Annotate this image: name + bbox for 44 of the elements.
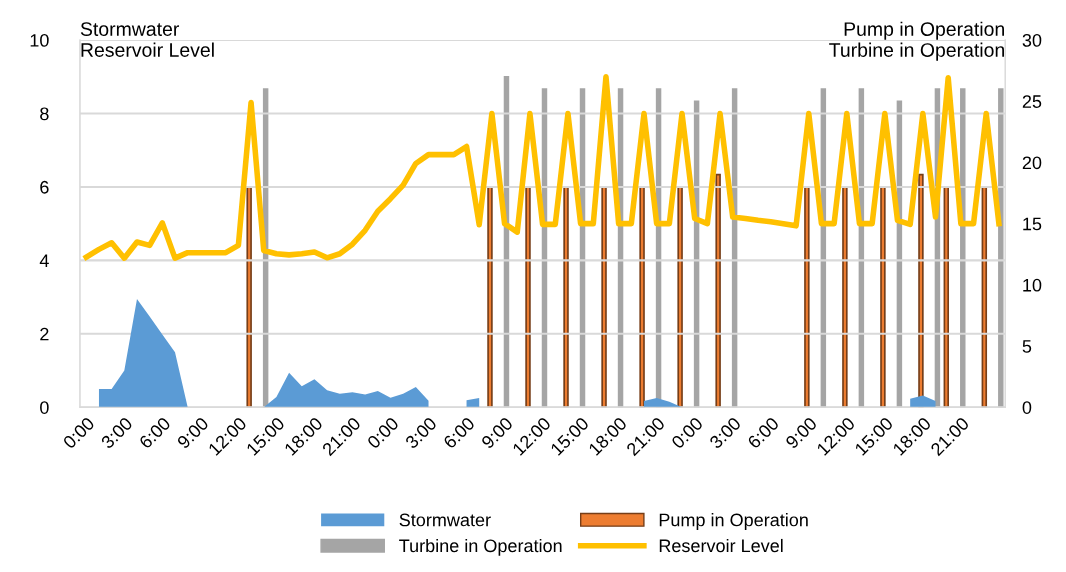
y2-tick-label: 15 (1023, 217, 1042, 231)
bar (246, 186, 252, 408)
x-tick-label: 0:00 (366, 416, 400, 450)
bar (487, 186, 493, 408)
x-tick-label: 9:00 (784, 416, 818, 450)
x-tick-label: 6:00 (746, 416, 780, 450)
legend-label: Pump in Operation (659, 513, 808, 530)
bar (677, 186, 683, 408)
bar (842, 186, 848, 408)
y-tick-label: 4 (39, 254, 49, 267)
x-tick-label: 9:00 (480, 416, 514, 450)
x-tick-label: 0:00 (62, 416, 96, 450)
x-tick-label: 6:00 (442, 416, 476, 450)
bar (639, 186, 645, 408)
legend-label: Stormwater (399, 513, 491, 527)
x-tick-label: 3:00 (100, 416, 134, 450)
legend-label: Reservoir Level (659, 538, 783, 553)
bar (998, 88, 1004, 408)
y2-tick-label: 25 (1022, 95, 1042, 108)
x-tick-label: 3:00 (404, 416, 438, 450)
bar (601, 186, 607, 408)
y2-tick-label: 20 (1022, 156, 1042, 170)
y-tick-label: 6 (40, 180, 49, 194)
y2-tick-label: 5 (1022, 340, 1032, 353)
y-tick-label: 8 (40, 107, 49, 121)
y-tick-label: 10 (30, 33, 49, 47)
y-tick-label: 0 (40, 401, 49, 414)
x-tick-label: 9:00 (176, 416, 210, 450)
bar (525, 186, 531, 408)
y2-tick-label: 10 (1023, 278, 1042, 292)
bar (715, 173, 721, 408)
bar (563, 186, 569, 408)
x-tick-label: 6:00 (138, 416, 172, 450)
legend-label: Turbine in Operation (399, 538, 562, 556)
bar (960, 88, 966, 408)
bar (804, 186, 810, 408)
x-tick-label: 3:00 (708, 416, 742, 450)
y2-tick-label: 30 (1022, 33, 1042, 47)
y2-tick-label: 0 (1022, 401, 1032, 414)
x-tick-label: 0:00 (670, 416, 704, 450)
bar (880, 186, 886, 408)
y-axis-title: Stormwater Reservoir Level (80, 22, 214, 57)
y2-axis-title: Pump in Operation Turbine in Operation (829, 21, 1004, 61)
y-tick-label: 2 (40, 327, 49, 341)
